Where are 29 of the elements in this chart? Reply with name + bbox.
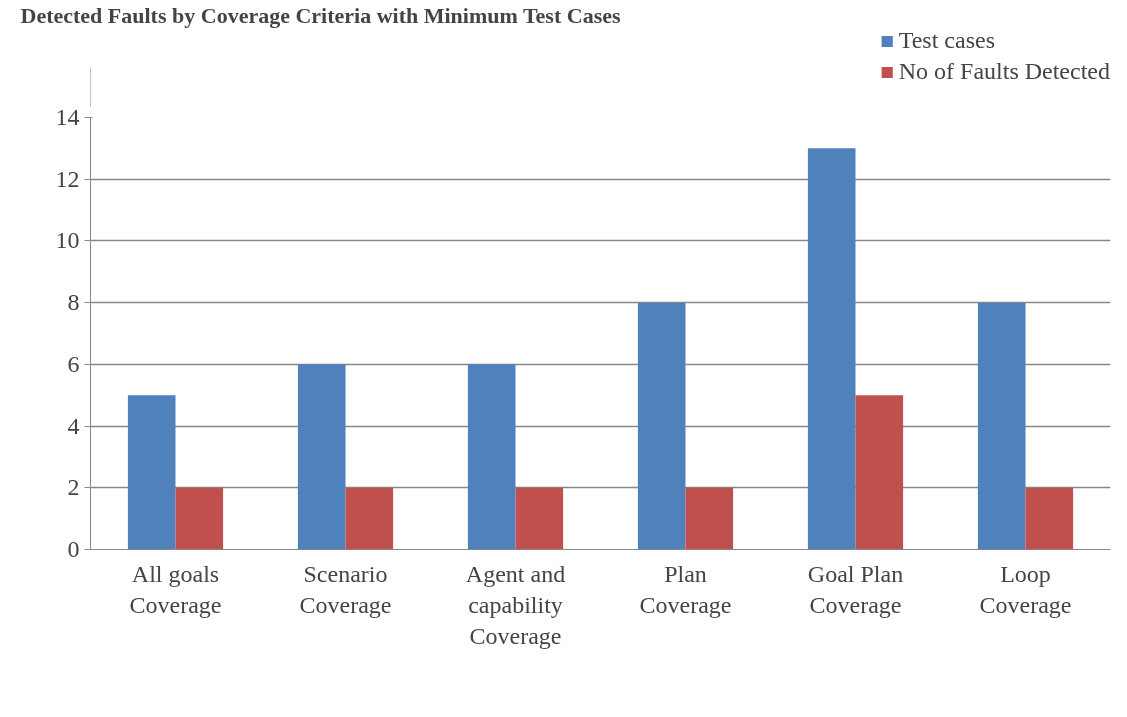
y-tick-label: 6 (67, 350, 80, 377)
x-tick-label: Scenario Coverage (299, 560, 392, 618)
bar (175, 487, 224, 550)
x-tick-label: Plan Coverage (639, 560, 732, 618)
bar (685, 487, 734, 550)
bar (127, 395, 176, 550)
y-tick-label: 8 (67, 289, 80, 316)
bar (345, 487, 394, 550)
y-tick-label: 10 (55, 227, 80, 254)
x-tick-label: All goals Coverage (129, 560, 222, 618)
legend-label: No of Faults Detected (898, 58, 1110, 85)
bar (977, 302, 1026, 550)
bar (855, 395, 904, 550)
y-tick-label: 0 (67, 536, 80, 562)
bar (467, 364, 516, 550)
bar (637, 302, 686, 550)
y-tick-label: 14 (55, 104, 80, 130)
bar (1025, 487, 1074, 550)
x-tick-label: Loop Coverage (979, 560, 1072, 618)
chart-title: Detected Faults by Coverage Criteria with Minimum Test Cases (20, 2, 621, 28)
bar (807, 148, 856, 550)
x-tick-label: Goal Plan Coverage (807, 560, 904, 618)
x-tick-label: Agent and capability Coverage (465, 560, 566, 649)
bar (515, 487, 564, 550)
legend-label: Test cases (898, 27, 995, 54)
y-tick-label: 4 (67, 412, 80, 439)
y-tick-label: 12 (55, 165, 80, 192)
y-tick-label: 2 (67, 474, 80, 501)
bar (297, 364, 346, 550)
